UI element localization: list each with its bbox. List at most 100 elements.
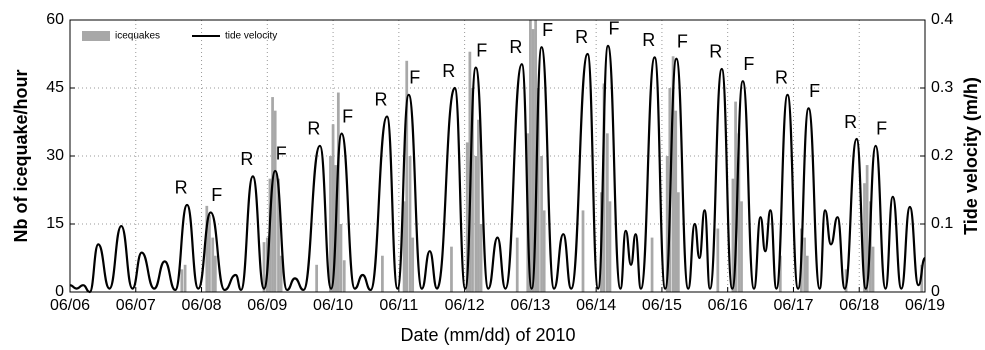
bar (803, 237, 807, 292)
annotation: F (809, 81, 820, 101)
bar (740, 201, 743, 292)
bar (183, 264, 187, 292)
legend-swatch (82, 31, 110, 41)
y2-tick-label: 0.3 (931, 79, 953, 96)
bar (529, 20, 532, 292)
bar (411, 237, 415, 292)
bar (474, 156, 478, 292)
x-axis-title: Date (mm/dd) of 2010 (400, 325, 575, 345)
x-tick-label: 06/09 (247, 297, 287, 314)
bar (205, 205, 209, 292)
y-tick-label: 15 (46, 215, 64, 232)
legend-label: icequakes (115, 31, 160, 42)
bar (531, 29, 535, 293)
bar (277, 178, 280, 292)
annotation: R (509, 37, 522, 57)
y-tick-label: 45 (46, 79, 64, 96)
x-tick-label: 06/06 (50, 297, 90, 314)
x-tick-label: 06/08 (182, 297, 222, 314)
bar (608, 201, 612, 292)
line (69, 44, 927, 294)
x-tick-label: 06/07 (116, 297, 156, 314)
x-tick-label: 06/17 (773, 297, 813, 314)
annotation: R (375, 89, 388, 109)
y2-tick-label: 0.4 (931, 11, 953, 28)
bar (731, 178, 735, 292)
annotation: F (276, 144, 287, 164)
annotation: R (844, 112, 857, 132)
bar (315, 264, 319, 292)
bar (540, 156, 543, 292)
bar (534, 20, 538, 292)
bar (465, 142, 469, 292)
bar (676, 192, 680, 292)
annotation: F (211, 185, 222, 205)
bar (602, 83, 606, 292)
bar (863, 183, 866, 292)
bar (336, 92, 340, 293)
annotation: R (709, 42, 722, 62)
bar (208, 214, 211, 292)
y-tick-label: 60 (46, 11, 64, 28)
y2-tick-label: 0 (931, 283, 940, 300)
bar (180, 269, 184, 292)
plot-frame (69, 19, 926, 293)
bar (331, 124, 335, 293)
bar (479, 224, 483, 292)
annotation: F (677, 32, 688, 52)
x-tick-label: 06/16 (708, 297, 748, 314)
bar (805, 255, 809, 292)
x-tick-label: 06/18 (839, 297, 879, 314)
x-tick-label: 06/19 (905, 297, 945, 314)
x-tick-label: 06/11 (379, 297, 418, 314)
annotation: R (775, 68, 788, 88)
bar (450, 246, 453, 292)
bar (477, 119, 480, 292)
bar (605, 133, 609, 292)
x-tick-label: 06/15 (642, 297, 682, 314)
bar (542, 210, 546, 292)
annotation: F (409, 68, 420, 88)
bar (405, 60, 409, 292)
bar (737, 133, 741, 292)
x-tick-label: 06/12 (445, 297, 485, 314)
annotation: F (476, 40, 487, 60)
annotation: R (442, 61, 455, 81)
bar (213, 255, 217, 292)
x-tick-label: 06/13 (510, 297, 550, 314)
bar (536, 88, 540, 292)
bar (865, 165, 869, 292)
bar (262, 242, 266, 292)
bar (650, 237, 654, 292)
annotation: R (575, 27, 588, 47)
x-tick-label: 06/14 (576, 297, 616, 314)
bar (342, 260, 346, 292)
bar (408, 156, 412, 292)
annotation: F (542, 20, 553, 40)
bar (778, 255, 782, 292)
y2-tick-label: 0.2 (931, 147, 953, 164)
y2-axis-title: Tide velocity (m/h) (961, 77, 981, 235)
bar (471, 88, 474, 292)
bar (674, 110, 678, 293)
annotation: R (240, 149, 253, 169)
annotation: F (743, 54, 754, 74)
bar (279, 255, 283, 292)
y-tick-label: 0 (55, 283, 64, 300)
bar (381, 255, 384, 292)
bar (716, 228, 720, 292)
bar (329, 156, 332, 292)
annotation: F (608, 19, 619, 39)
bar (515, 237, 519, 292)
y2-tick-label: 0.1 (931, 215, 953, 232)
x-tick-label: 06/10 (313, 297, 353, 314)
y-tick-label: 30 (46, 147, 64, 164)
bar (871, 246, 875, 292)
y-axis-title: Nb of icequake/hour (11, 69, 31, 242)
bar (581, 210, 585, 292)
annotation: R (175, 178, 188, 198)
annotation: F (342, 106, 353, 126)
legend-label: tide velocity (225, 31, 277, 42)
annotation: R (642, 30, 655, 50)
